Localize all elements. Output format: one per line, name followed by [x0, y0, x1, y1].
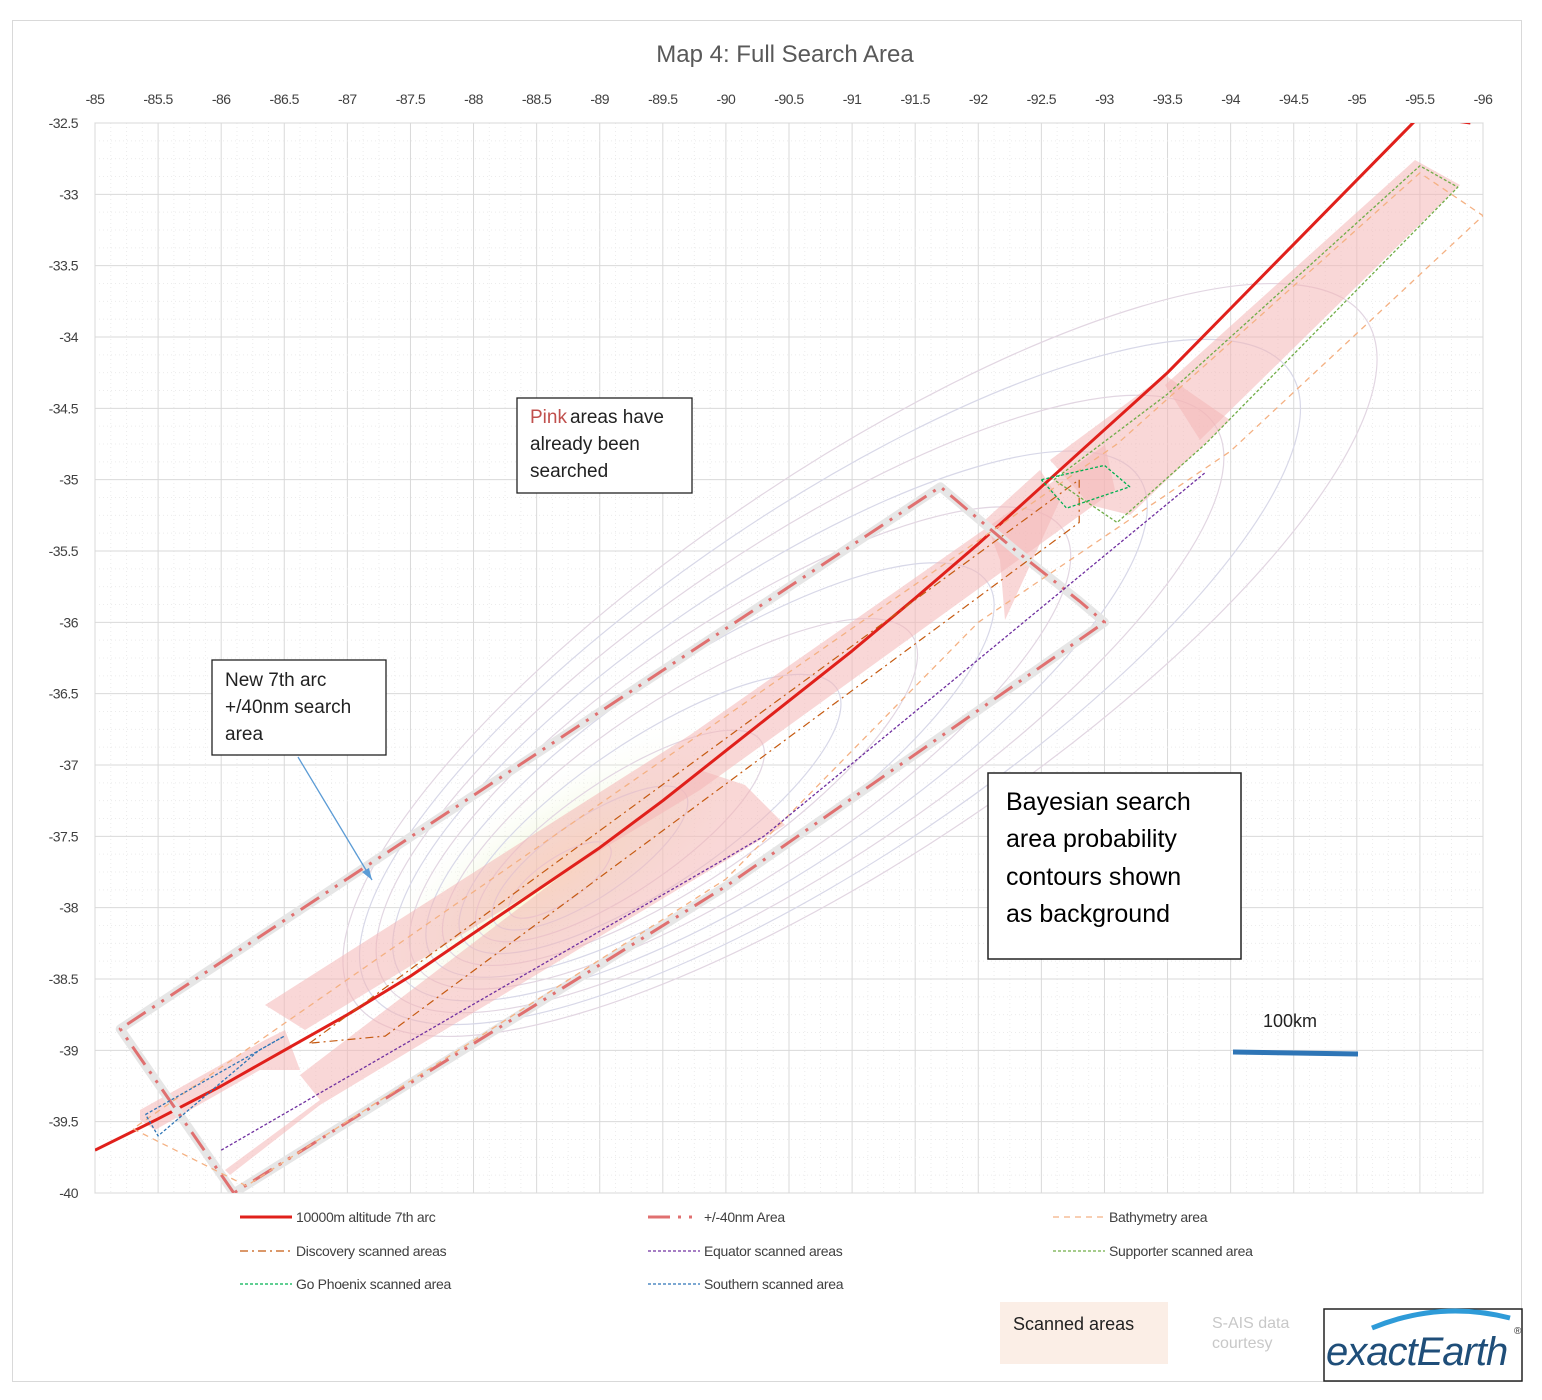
x-tick-label: -87.5 — [396, 91, 426, 107]
legend: 10000m altitude 7th arc +/-40nm Area Bathy… — [240, 1209, 1253, 1292]
x-tick-label: -89 — [590, 91, 609, 107]
annotation-pink-word: Pink — [530, 407, 567, 428]
y-tick-label: -36.5 — [49, 686, 79, 702]
series-line-6 — [1040, 464, 1131, 509]
annotation-pink-rest: areas have — [570, 407, 664, 428]
x-tick-label: -94 — [1221, 91, 1240, 107]
x-tick-label: -94.5 — [1279, 91, 1309, 107]
searched-area-northeast — [1165, 160, 1460, 440]
x-tick-label: -93.5 — [1153, 91, 1183, 107]
series-line-5 — [1053, 165, 1459, 524]
x-tick-label: -93 — [1095, 91, 1114, 107]
scanned-areas-label: Scanned areas — [1013, 1314, 1134, 1334]
annotation-arrow-head — [362, 868, 372, 880]
x-tick-label: -92 — [969, 91, 988, 107]
series-line-3 — [309, 479, 1080, 1044]
series-line-2 — [132, 172, 1483, 1187]
x-tick-label: -88.5 — [522, 91, 552, 107]
series-line-0 — [95, 123, 1471, 1152]
x-tick-label: -90.5 — [774, 91, 804, 107]
annotation-arc-line2: +/40nm search — [225, 697, 351, 718]
annotation-pink-line3: searched — [530, 461, 608, 482]
searched-area-middle — [985, 470, 1060, 620]
legend-label-4: Equator scanned areas — [704, 1243, 843, 1259]
legend-label-3: Discovery scanned areas — [296, 1243, 447, 1259]
y-tick-label: -39 — [59, 1042, 78, 1058]
chart-title: Map 4: Full Search Area — [656, 41, 914, 68]
annotation-bayes-line2: area probability — [1006, 825, 1177, 853]
y-tick-label: -40 — [59, 1185, 78, 1201]
x-tick-label: -86 — [212, 91, 231, 107]
annotation-arc-line3: area — [225, 724, 263, 745]
x-tick-label: -85.5 — [143, 91, 173, 107]
y-tick-label: -34.5 — [49, 400, 79, 416]
legend-label-0: 10000m altitude 7th arc — [296, 1209, 436, 1225]
x-tick-label: -89.5 — [648, 91, 678, 107]
probability-contour — [342, 282, 1378, 1038]
scale-bar-label: 100km — [1263, 1011, 1317, 1031]
probability-contour — [358, 338, 1302, 1026]
x-tick-label: -86.5 — [270, 91, 300, 107]
searched-area-south — [225, 770, 785, 1175]
probability-contour — [408, 506, 1072, 990]
y-tick-label: -32.5 — [49, 115, 79, 131]
legend-label-7: Southern scanned area — [704, 1276, 844, 1292]
exactearth-logo-text: exactEarth — [1326, 1330, 1507, 1374]
annotation-bayes-line4: as background — [1006, 900, 1170, 928]
y-tick-label: -37 — [59, 757, 78, 773]
searched-area-west — [265, 445, 1115, 1030]
annotation-arc-line1: New 7th arc — [225, 670, 326, 691]
x-tick-label: -92.5 — [1027, 91, 1057, 107]
y-tick-label: -33 — [59, 186, 78, 202]
legend-label-2: Bathymetry area — [1109, 1209, 1208, 1225]
svg-text:®: ® — [1514, 1326, 1522, 1337]
series-lines — [95, 123, 1483, 1193]
scanned-areas-swatch: Scanned areas — [1000, 1302, 1168, 1364]
series-line-4 — [220, 471, 1206, 1151]
searched-areas — [140, 160, 1460, 1175]
searched-area-main — [140, 1030, 300, 1130]
x-tick-label: -90 — [717, 91, 736, 107]
annotation-bayes-line3: contours shown — [1006, 863, 1181, 891]
x-tick-label: -91 — [843, 91, 862, 107]
x-tick-labels: -85 -85.5 -86 -86.5 -87 -87.5 -88 -88.5 -89 -89.5… — [86, 91, 1494, 107]
map-frame — [12, 20, 1522, 1382]
x-tick-label: -87 — [338, 91, 357, 107]
annotation-new-arc: New 7th arc +/40nm search area — [211, 659, 387, 756]
annotation-arrow — [297, 756, 373, 881]
x-tick-label: -85 — [86, 91, 105, 107]
y-tick-label: -38.5 — [49, 971, 79, 987]
y-tick-label: -39.5 — [49, 1114, 79, 1130]
y-tick-label: -34 — [59, 329, 78, 345]
y-tick-labels: -32.5 -33 -33.5 -34 -34.5 -35 -35.5 -36 -36.5 -37… — [49, 115, 80, 1201]
scale-bar: 100km — [1232, 1011, 1359, 1057]
annotation-pink-areas: Pink areas have already been searched — [516, 397, 693, 494]
x-tick-label: -96 — [1474, 91, 1493, 107]
series-line-7 — [144, 1035, 285, 1137]
series-line-1 — [118, 485, 1106, 1193]
x-tick-label: -91.5 — [900, 91, 930, 107]
y-tick-label: -37.5 — [49, 828, 79, 844]
x-tick-label: -95.5 — [1405, 91, 1435, 107]
y-tick-label: -38 — [59, 900, 78, 916]
exactearth-logo: exactEarth ® — [1323, 1308, 1523, 1382]
legend-label-5: Supporter scanned area — [1109, 1243, 1253, 1259]
y-tick-label: -33.5 — [49, 258, 79, 274]
gridlines — [94, 122, 1484, 1194]
y-tick-label: -35 — [59, 472, 78, 488]
y-tick-label: -35.5 — [49, 543, 79, 559]
x-tick-label: -88 — [464, 91, 483, 107]
annotation-bayesian: Bayesian search area probability contour… — [987, 772, 1242, 960]
sais-credit-line2: courtesy — [1212, 1335, 1272, 1352]
y-tick-label: -36 — [59, 614, 78, 630]
x-tick-label: -95 — [1347, 91, 1366, 107]
sais-credit-line1: S-AIS data — [1212, 1315, 1289, 1332]
annotation-pink-line2: already been — [530, 434, 640, 455]
legend-label-6: Go Phoenix scanned area — [296, 1276, 452, 1292]
annotation-bayes-line1: Bayesian search — [1006, 788, 1191, 816]
legend-label-1: +/-40nm Area — [704, 1209, 785, 1225]
